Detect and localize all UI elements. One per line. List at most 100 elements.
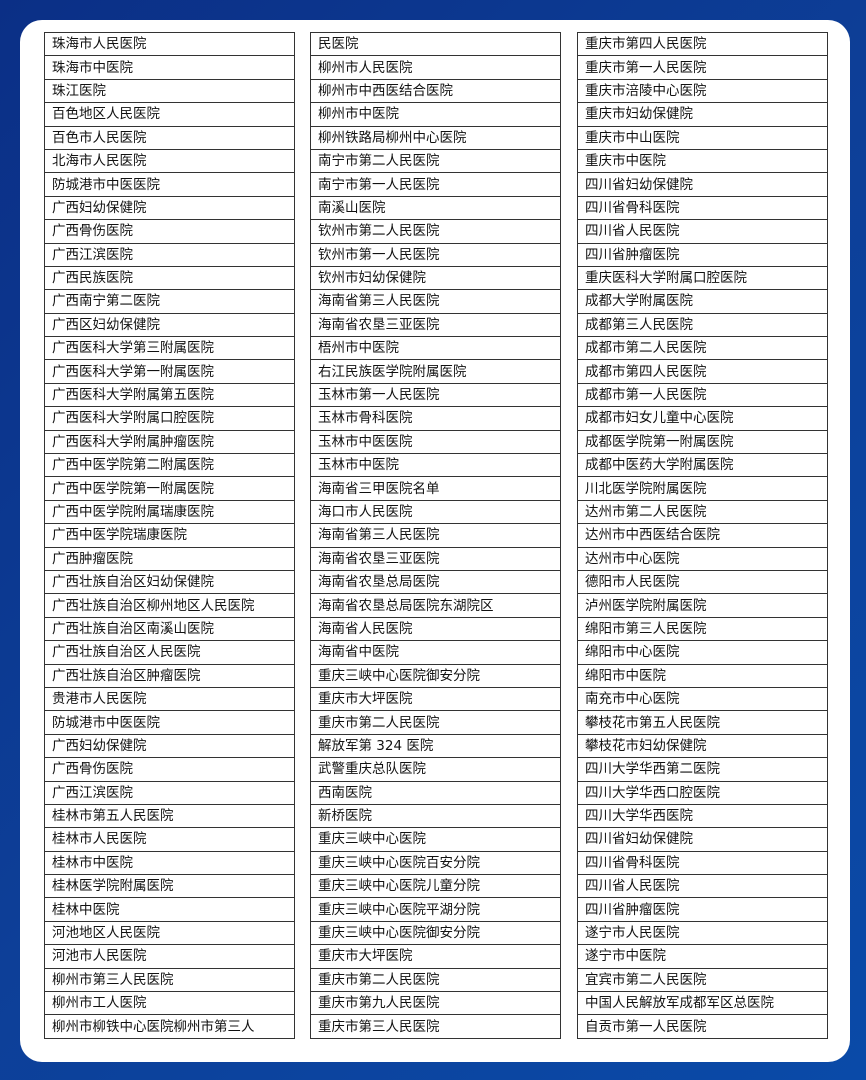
hospital-name-cell: 广西医科大学附属肿瘤医院 xyxy=(44,429,295,455)
table-row: 广西区妇幼保健院 xyxy=(44,312,295,338)
hospital-name-cell: 玉林市中医院 xyxy=(310,453,561,478)
table-row: 重庆市第一人民医院 xyxy=(577,55,828,80)
table-row: 柳州市柳铁中心医院柳州市第三人 xyxy=(44,1014,295,1039)
hospital-name-cell: 重庆市第二人民医院 xyxy=(310,967,561,993)
hospital-name-cell: 钦州市第一人民医院 xyxy=(310,242,561,267)
table-row: 广西壮族自治区柳州地区人民医院 xyxy=(44,593,295,618)
hospital-name-cell: 重庆市大坪医院 xyxy=(310,944,561,969)
table-row: 桂林市人民医院 xyxy=(44,827,295,852)
table-row: 成都市第二人民医院 xyxy=(577,336,828,361)
hospital-name-cell: 解放军第 324 医院 xyxy=(310,733,561,759)
table-row: 海南省第三人民医院 xyxy=(310,289,561,314)
hospital-name-cell: 绵阳市中心医院 xyxy=(577,640,828,665)
hospital-name-cell: 广西医科大学第一附属医院 xyxy=(44,359,295,384)
hospital-name-cell: 钦州市妇幼保健院 xyxy=(310,265,561,291)
table-row: 重庆三峡中心医院御安分院 xyxy=(310,920,561,946)
hospital-name-cell: 海南省三甲医院名单 xyxy=(310,476,561,501)
table-row: 南充市中心医院 xyxy=(577,686,828,712)
hospital-name-cell: 防城港市中医医院 xyxy=(44,172,295,197)
table-row: 重庆三峡中心医院 xyxy=(310,827,561,852)
hospital-table-3: 重庆市第四人民医院 重庆市第一人民医院 重庆市涪陵中心医院 重庆市妇幼保健院 重庆市中山… xyxy=(577,31,828,1039)
table-row: 珠海市中医院 xyxy=(44,55,295,80)
hospital-name-cell: 百色市人民医院 xyxy=(44,125,295,150)
hospital-name-cell: 海南省农垦总局医院 xyxy=(310,569,561,595)
hospital-name-cell: 广西区妇幼保健院 xyxy=(44,312,295,338)
table-row: 四川大学华西口腔医院 xyxy=(577,780,828,805)
hospital-name-cell: 重庆市第九人民医院 xyxy=(310,991,561,1016)
hospital-name-cell: 广西江滨医院 xyxy=(44,780,295,805)
table-row: 玉林市中医院 xyxy=(310,453,561,478)
hospital-name-cell: 柳州市中西医结合医院 xyxy=(310,78,561,104)
table-row: 海南省农垦三亚医院 xyxy=(310,546,561,571)
hospital-name-cell: 海口市人民医院 xyxy=(310,499,561,525)
hospital-name-cell: 四川省人民医院 xyxy=(577,219,828,244)
table-row: 广西骨伤医院 xyxy=(44,757,295,782)
hospital-name-cell: 重庆市中山医院 xyxy=(577,125,828,150)
hospital-name-cell: 广西骨伤医院 xyxy=(44,757,295,782)
hospital-name-cell: 成都市妇女儿童中心医院 xyxy=(577,406,828,431)
table-row: 海南省人民医院 xyxy=(310,616,561,642)
table-row: 广西骨伤医院 xyxy=(44,219,295,244)
hospital-name-cell: 达州市中西医结合医院 xyxy=(577,523,828,548)
table-row: 广西壮族自治区妇幼保健院 xyxy=(44,569,295,595)
table-row: 广西妇幼保健院 xyxy=(44,195,295,221)
hospital-name-cell: 河池地区人民医院 xyxy=(44,920,295,946)
table-row: 海南省三甲医院名单 xyxy=(310,476,561,501)
table-row: 海南省农垦总局医院 xyxy=(310,569,561,595)
table-row: 广西中医学院第二附属医院 xyxy=(44,453,295,478)
table-row: 四川省妇幼保健院 xyxy=(577,172,828,197)
table-row: 重庆三峡中心医院儿童分院 xyxy=(310,874,561,899)
hospital-name-cell: 广西民族医院 xyxy=(44,265,295,291)
hospital-name-cell: 西南医院 xyxy=(310,780,561,805)
hospital-name-cell: 广西骨伤医院 xyxy=(44,219,295,244)
table-row: 钦州市第一人民医院 xyxy=(310,242,561,267)
hospital-name-cell: 重庆三峡中心医院 xyxy=(310,827,561,852)
table-row: 达州市中心医院 xyxy=(577,546,828,571)
table-row: 广西江滨医院 xyxy=(44,780,295,805)
table-row: 重庆医科大学附属口腔医院 xyxy=(577,265,828,291)
hospital-name-cell: 成都大学附属医院 xyxy=(577,289,828,314)
hospital-name-cell: 柳州市第三人民医院 xyxy=(44,967,295,993)
table-row: 广西壮族自治区南溪山医院 xyxy=(44,616,295,642)
table-row: 成都市第一人民医院 xyxy=(577,382,828,408)
hospital-name-cell: 钦州市第二人民医院 xyxy=(310,219,561,244)
table-row: 四川省骨科医院 xyxy=(577,195,828,221)
hospital-name-cell: 四川大学华西口腔医院 xyxy=(577,780,828,805)
hospital-name-cell: 广西壮族自治区南溪山医院 xyxy=(44,616,295,642)
table-row: 广西医科大学第一附属医院 xyxy=(44,359,295,384)
table-row: 柳州市中医院 xyxy=(310,102,561,127)
hospital-name-cell: 宜宾市第二人民医院 xyxy=(577,967,828,993)
table-row: 广西中医学院瑞康医院 xyxy=(44,523,295,548)
hospital-name-cell: 海南省中医院 xyxy=(310,640,561,665)
table-row: 右江民族医学院附属医院 xyxy=(310,359,561,384)
hospital-name-cell: 右江民族医学院附属医院 xyxy=(310,359,561,384)
hospital-name-cell: 珠海市中医院 xyxy=(44,55,295,80)
table-row: 南宁市第二人民医院 xyxy=(310,148,561,174)
hospital-name-cell: 四川省肿瘤医院 xyxy=(577,242,828,267)
table-row: 广西壮族自治区肿瘤医院 xyxy=(44,663,295,688)
table-row: 成都市第四人民医院 xyxy=(577,359,828,384)
hospital-name-cell: 达州市第二人民医院 xyxy=(577,499,828,525)
table-row: 梧州市中医院 xyxy=(310,336,561,361)
hospital-name-cell: 桂林市人民医院 xyxy=(44,827,295,852)
hospital-name-cell: 南宁市第二人民医院 xyxy=(310,148,561,174)
table-row: 河池地区人民医院 xyxy=(44,920,295,946)
table-row: 广西壮族自治区人民医院 xyxy=(44,640,295,665)
table-row: 达州市第二人民医院 xyxy=(577,499,828,525)
hospital-name-cell: 攀枝花市妇幼保健院 xyxy=(577,733,828,759)
hospital-name-cell: 四川省肿瘤医院 xyxy=(577,897,828,922)
table-row: 防城港市中医医院 xyxy=(44,710,295,735)
hospital-name-cell: 海南省农垦三亚医院 xyxy=(310,546,561,571)
hospital-name-cell: 遂宁市中医院 xyxy=(577,944,828,969)
table-row: 百色市人民医院 xyxy=(44,125,295,150)
table-row: 四川省人民医院 xyxy=(577,874,828,899)
table-row: 民医院 xyxy=(310,31,561,57)
table-row: 钦州市妇幼保健院 xyxy=(310,265,561,291)
hospital-name-cell: 重庆三峡中心医院平湖分院 xyxy=(310,897,561,922)
table-row: 武警重庆总队医院 xyxy=(310,757,561,782)
table-row: 北海市人民医院 xyxy=(44,148,295,174)
table-row: 西南医院 xyxy=(310,780,561,805)
table-row: 重庆市大坪医院 xyxy=(310,944,561,969)
hospital-name-cell: 柳州市柳铁中心医院柳州市第三人 xyxy=(44,1014,295,1039)
table-row: 重庆市第九人民医院 xyxy=(310,991,561,1016)
